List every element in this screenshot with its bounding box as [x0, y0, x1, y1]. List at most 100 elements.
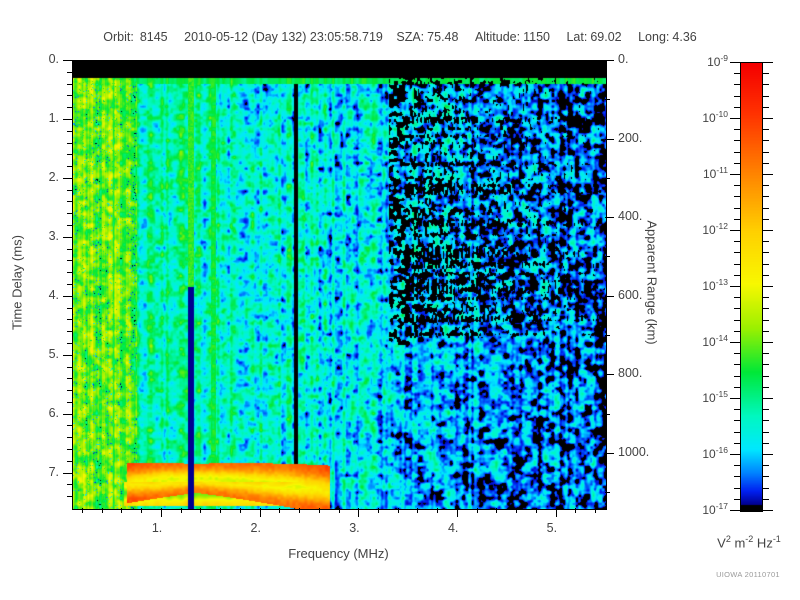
x-tick	[417, 508, 418, 513]
y-axis-title-left: Time Delay (ms)	[9, 235, 25, 330]
x-tick-label: 5.	[546, 521, 558, 535]
colorbar-tick	[734, 409, 740, 410]
colorbar-tick	[734, 96, 740, 97]
altitude-label: Altitude:	[474, 30, 521, 44]
y-tick-left	[63, 237, 72, 238]
colorbar-tick-label: 10-14	[702, 333, 728, 349]
colorbar-tick	[763, 84, 769, 85]
y-tick-right	[605, 374, 614, 375]
lat-value: 69.02	[590, 30, 622, 44]
y-tick-right	[605, 178, 610, 179]
colorbar-tick	[730, 62, 740, 63]
colorbar-tick	[734, 140, 740, 141]
colorbar-tick	[734, 275, 740, 276]
x-tick-label: 4.	[447, 521, 459, 535]
colorbar-tick	[763, 510, 773, 511]
y-tick-left	[67, 107, 72, 108]
y-tick-left	[67, 166, 72, 167]
colorbar-tick	[763, 107, 769, 108]
colorbar-tick	[730, 454, 740, 455]
y-tick-left	[67, 95, 72, 96]
colorbar-tick	[763, 152, 769, 153]
x-tick	[339, 508, 340, 513]
x-tick	[299, 508, 300, 513]
y-tick-left	[67, 308, 72, 309]
credit-text: UIOWA 20110701	[716, 570, 780, 579]
y-tick-left	[67, 213, 72, 214]
colorbar-tick	[763, 286, 773, 287]
y-tick-left	[67, 496, 72, 497]
y-tick-left	[67, 143, 72, 144]
y-tick-left	[67, 190, 72, 191]
y-tick-label-right: 800.	[618, 366, 643, 381]
y-tick-label-left: 3.	[48, 228, 59, 243]
colorbar-tick-label: 10-15	[702, 389, 728, 405]
colorbar-tick	[734, 353, 740, 354]
colorbar-tick	[734, 499, 740, 500]
colorbar-tick	[763, 73, 769, 74]
colorbar-tick	[734, 152, 740, 153]
x-tick	[181, 508, 182, 513]
y-tick-label-right: 600.	[618, 287, 643, 302]
colorbar-tick	[734, 488, 740, 489]
colorbar-tick	[763, 174, 773, 175]
y-tick-left	[67, 260, 72, 261]
colorbar-tick	[734, 208, 740, 209]
y-tick-left	[63, 414, 72, 415]
colorbar-tick	[763, 476, 769, 477]
x-tick	[319, 508, 320, 513]
colorbar-tick	[763, 488, 769, 489]
colorbar	[740, 62, 763, 512]
colorbar-tick-label: 10-17	[702, 501, 728, 517]
colorbar-tick	[734, 376, 740, 377]
colorbar-tick-label: 10-10	[702, 109, 728, 125]
colorbar-tick	[734, 264, 740, 265]
colorbar-tick	[763, 96, 769, 97]
spectrogram-plot-area	[72, 60, 607, 510]
x-tick	[161, 508, 162, 517]
y-tick-right	[605, 217, 614, 218]
y-tick-right	[605, 335, 610, 336]
colorbar-tick	[763, 129, 769, 130]
y-tick-right	[605, 139, 614, 140]
x-tick	[398, 508, 399, 513]
colorbar-tick	[734, 331, 740, 332]
colorbar-gradient	[741, 63, 762, 511]
colorbar-tick	[730, 286, 740, 287]
colorbar-tick-label: 10-16	[702, 445, 728, 461]
colorbar-tick	[734, 320, 740, 321]
colorbar-tick	[730, 398, 740, 399]
y-tick-left	[63, 473, 72, 474]
colorbar-tick-label: 10-11	[702, 165, 728, 181]
y-tick-label-left: 2.	[48, 169, 59, 184]
colorbar-tick	[734, 241, 740, 242]
y-tick-left	[67, 331, 72, 332]
y-tick-left	[67, 378, 72, 379]
colorbar-tick-label: 10-13	[702, 277, 728, 293]
colorbar-tick	[734, 297, 740, 298]
colorbar-tick	[763, 376, 769, 377]
colorbar-tick	[763, 443, 769, 444]
y-tick-right	[605, 256, 610, 257]
x-tick	[516, 508, 517, 513]
y-tick-left	[67, 402, 72, 403]
y-tick-left	[67, 225, 72, 226]
long-label: Long:	[638, 30, 670, 44]
x-tick	[477, 508, 478, 513]
y-tick-left	[67, 154, 72, 155]
orbit-value: 8145	[139, 30, 168, 44]
y-tick-label-right: 400.	[618, 209, 643, 224]
x-tick	[200, 508, 201, 513]
colorbar-tick	[734, 364, 740, 365]
y-tick-left	[67, 284, 72, 285]
x-tick	[457, 508, 458, 517]
observation-datetime: 2010-05-12 (Day 132) 23:05:58.719	[184, 30, 383, 44]
colorbar-tick	[734, 185, 740, 186]
colorbar-unit-label: V2 m-2 Hz-1	[717, 534, 781, 551]
y-tick-left	[67, 84, 72, 85]
sza-label: SZA:	[396, 30, 425, 44]
y-tick-right	[605, 492, 610, 493]
colorbar-tick	[763, 230, 773, 231]
colorbar-tick	[734, 163, 740, 164]
y-tick-left	[67, 201, 72, 202]
